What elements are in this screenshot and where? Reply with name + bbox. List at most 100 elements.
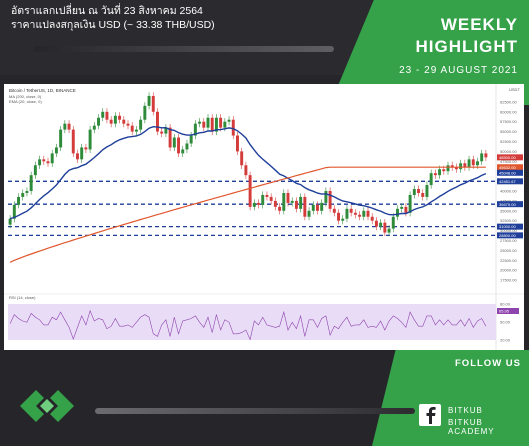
candle (273, 200, 277, 207)
candle (358, 214, 362, 217)
candle (290, 200, 294, 203)
social-bitkub[interactable]: BITKUB (448, 406, 483, 415)
candle (206, 117, 210, 128)
currency-note-text: ราคาแปลงสกุลเงิน USD (~ 33.38 THB/USD) (11, 19, 215, 31)
y-tick-label: 55000.00 (500, 129, 517, 134)
candle (38, 159, 42, 166)
footer-divider (95, 408, 415, 414)
social-bitkub-academy[interactable]: BITKUB ACADEMY (448, 418, 495, 436)
support-label-bg (497, 178, 523, 185)
candle (109, 119, 113, 124)
candle (25, 191, 29, 193)
candle (12, 204, 16, 219)
candle (425, 185, 429, 197)
weekly-highlight-title: WEEKLY HIGHLIGHT (416, 14, 519, 58)
candle (151, 95, 155, 112)
title-line-1: WEEKLY (440, 15, 518, 34)
candle (181, 149, 185, 154)
y-tick-label: 27500.00 (500, 238, 517, 243)
candle (286, 192, 290, 203)
candle (126, 123, 130, 126)
candle (311, 204, 315, 211)
candle (429, 173, 433, 186)
candle (189, 135, 193, 144)
candle (193, 123, 197, 136)
candle (396, 208, 399, 217)
candle (387, 228, 391, 233)
y-tick-label: 50000.00 (500, 149, 517, 154)
candle (324, 191, 328, 203)
rsi-label: RSI (14, close) (9, 295, 36, 300)
rsi-level-label: 20.00 (500, 338, 511, 343)
candle (421, 192, 425, 197)
ema-line (9, 125, 487, 220)
candle (105, 111, 109, 120)
candle (231, 119, 235, 136)
candle (122, 119, 126, 124)
candle (303, 196, 307, 217)
candle (252, 202, 256, 207)
facebook-icon[interactable] (419, 404, 441, 426)
y-tick-label: 57500.00 (500, 119, 517, 124)
candle (442, 169, 446, 172)
candle (101, 111, 105, 118)
candle (172, 137, 176, 148)
candle (446, 165, 450, 172)
candle (76, 153, 79, 160)
y-tick-label: 47500.00 (500, 159, 517, 164)
candle (223, 121, 227, 128)
y-tick-label: 60000.00 (500, 109, 517, 114)
candle (227, 119, 231, 122)
candle (332, 208, 336, 213)
y-tick-label: 22500.00 (500, 258, 517, 263)
rsi-band (8, 304, 496, 340)
candle (160, 131, 164, 134)
candle (134, 129, 138, 132)
candle (299, 196, 303, 209)
candle (240, 151, 244, 166)
candle (67, 123, 71, 130)
rsi-level-label: 80.00 (500, 302, 511, 307)
rsi-level-label: 50.00 (500, 320, 511, 325)
candle (282, 192, 286, 211)
candle (46, 161, 50, 164)
candle (471, 159, 475, 166)
candle (269, 196, 273, 201)
candle (463, 163, 467, 168)
candle (219, 117, 223, 128)
candle (379, 222, 383, 227)
support-label-bg (497, 201, 523, 208)
y-tick-label: 17500.00 (500, 278, 517, 283)
y-tick-label: 30000.00 (500, 228, 517, 233)
price-tag-bg (497, 169, 523, 176)
candle (29, 175, 33, 191)
support-label: 36675.00 (499, 202, 516, 207)
candle (476, 161, 479, 166)
candle (84, 147, 88, 150)
candle (374, 220, 378, 227)
candle (202, 121, 206, 128)
support-label: 42451.67 (499, 179, 516, 184)
rsi-line (9, 309, 487, 341)
candle (248, 175, 252, 207)
price-tag-bg (497, 154, 523, 161)
candle (328, 191, 332, 209)
ma-line (9, 166, 486, 263)
candle (412, 189, 416, 195)
legend-entry: MA (200, close, 0) (9, 94, 42, 99)
candle (198, 121, 202, 124)
candle (316, 204, 319, 211)
y-tick-label: 20000.00 (500, 268, 517, 273)
chart-panel: Bitcoin / TetherUS, 1D, BINANCE MA (200, … (4, 84, 524, 350)
rsi-value-label: 65.95 (499, 309, 510, 314)
bitkub-logo-icon (20, 390, 74, 422)
candle (118, 115, 122, 120)
candle (97, 117, 100, 126)
candle (177, 137, 180, 154)
y-tick-label: 37500.00 (500, 198, 517, 203)
candle (400, 206, 404, 209)
candle (362, 210, 366, 217)
price-tag-bg (497, 164, 523, 171)
candle (244, 165, 248, 176)
